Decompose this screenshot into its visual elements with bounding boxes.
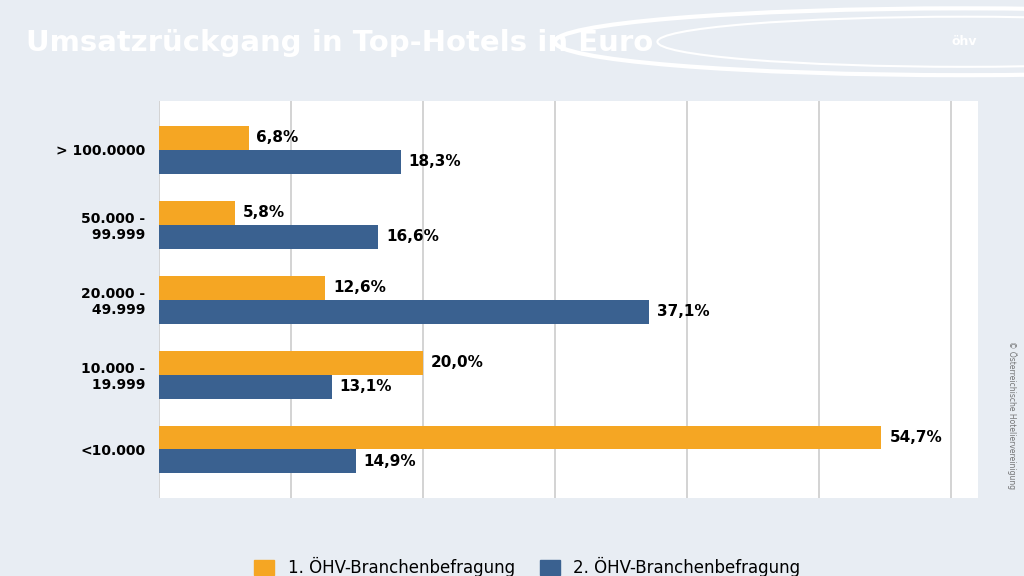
Bar <box>159 426 882 449</box>
Text: 16,6%: 16,6% <box>386 229 439 244</box>
Text: 13,1%: 13,1% <box>340 379 392 394</box>
Bar <box>159 449 355 473</box>
Bar <box>159 225 378 248</box>
Bar <box>159 351 423 374</box>
Text: 6,8%: 6,8% <box>256 130 299 145</box>
Bar <box>159 126 249 150</box>
Text: Umsatzrückgang in Top-Hotels in Euro: Umsatzrückgang in Top-Hotels in Euro <box>26 29 653 58</box>
Bar <box>159 200 236 225</box>
Text: 18,3%: 18,3% <box>409 154 461 169</box>
Text: 5,8%: 5,8% <box>244 205 286 220</box>
Text: 37,1%: 37,1% <box>656 304 710 319</box>
Text: 12,6%: 12,6% <box>333 280 386 295</box>
Bar <box>159 150 400 173</box>
Legend: 1. ÖHV-Branchenbefragung, 2. ÖHV-Branchenbefragung: 1. ÖHV-Branchenbefragung, 2. ÖHV-Branche… <box>254 557 801 576</box>
Bar <box>159 275 326 300</box>
Text: 14,9%: 14,9% <box>364 454 416 469</box>
Text: öhv: öhv <box>952 35 977 48</box>
Text: 54,7%: 54,7% <box>890 430 942 445</box>
Bar <box>159 300 649 324</box>
Bar <box>159 374 332 399</box>
Text: 20,0%: 20,0% <box>431 355 483 370</box>
Text: © Österreichische Hoteliervereinigung: © Österreichische Hoteliervereinigung <box>1007 340 1017 489</box>
